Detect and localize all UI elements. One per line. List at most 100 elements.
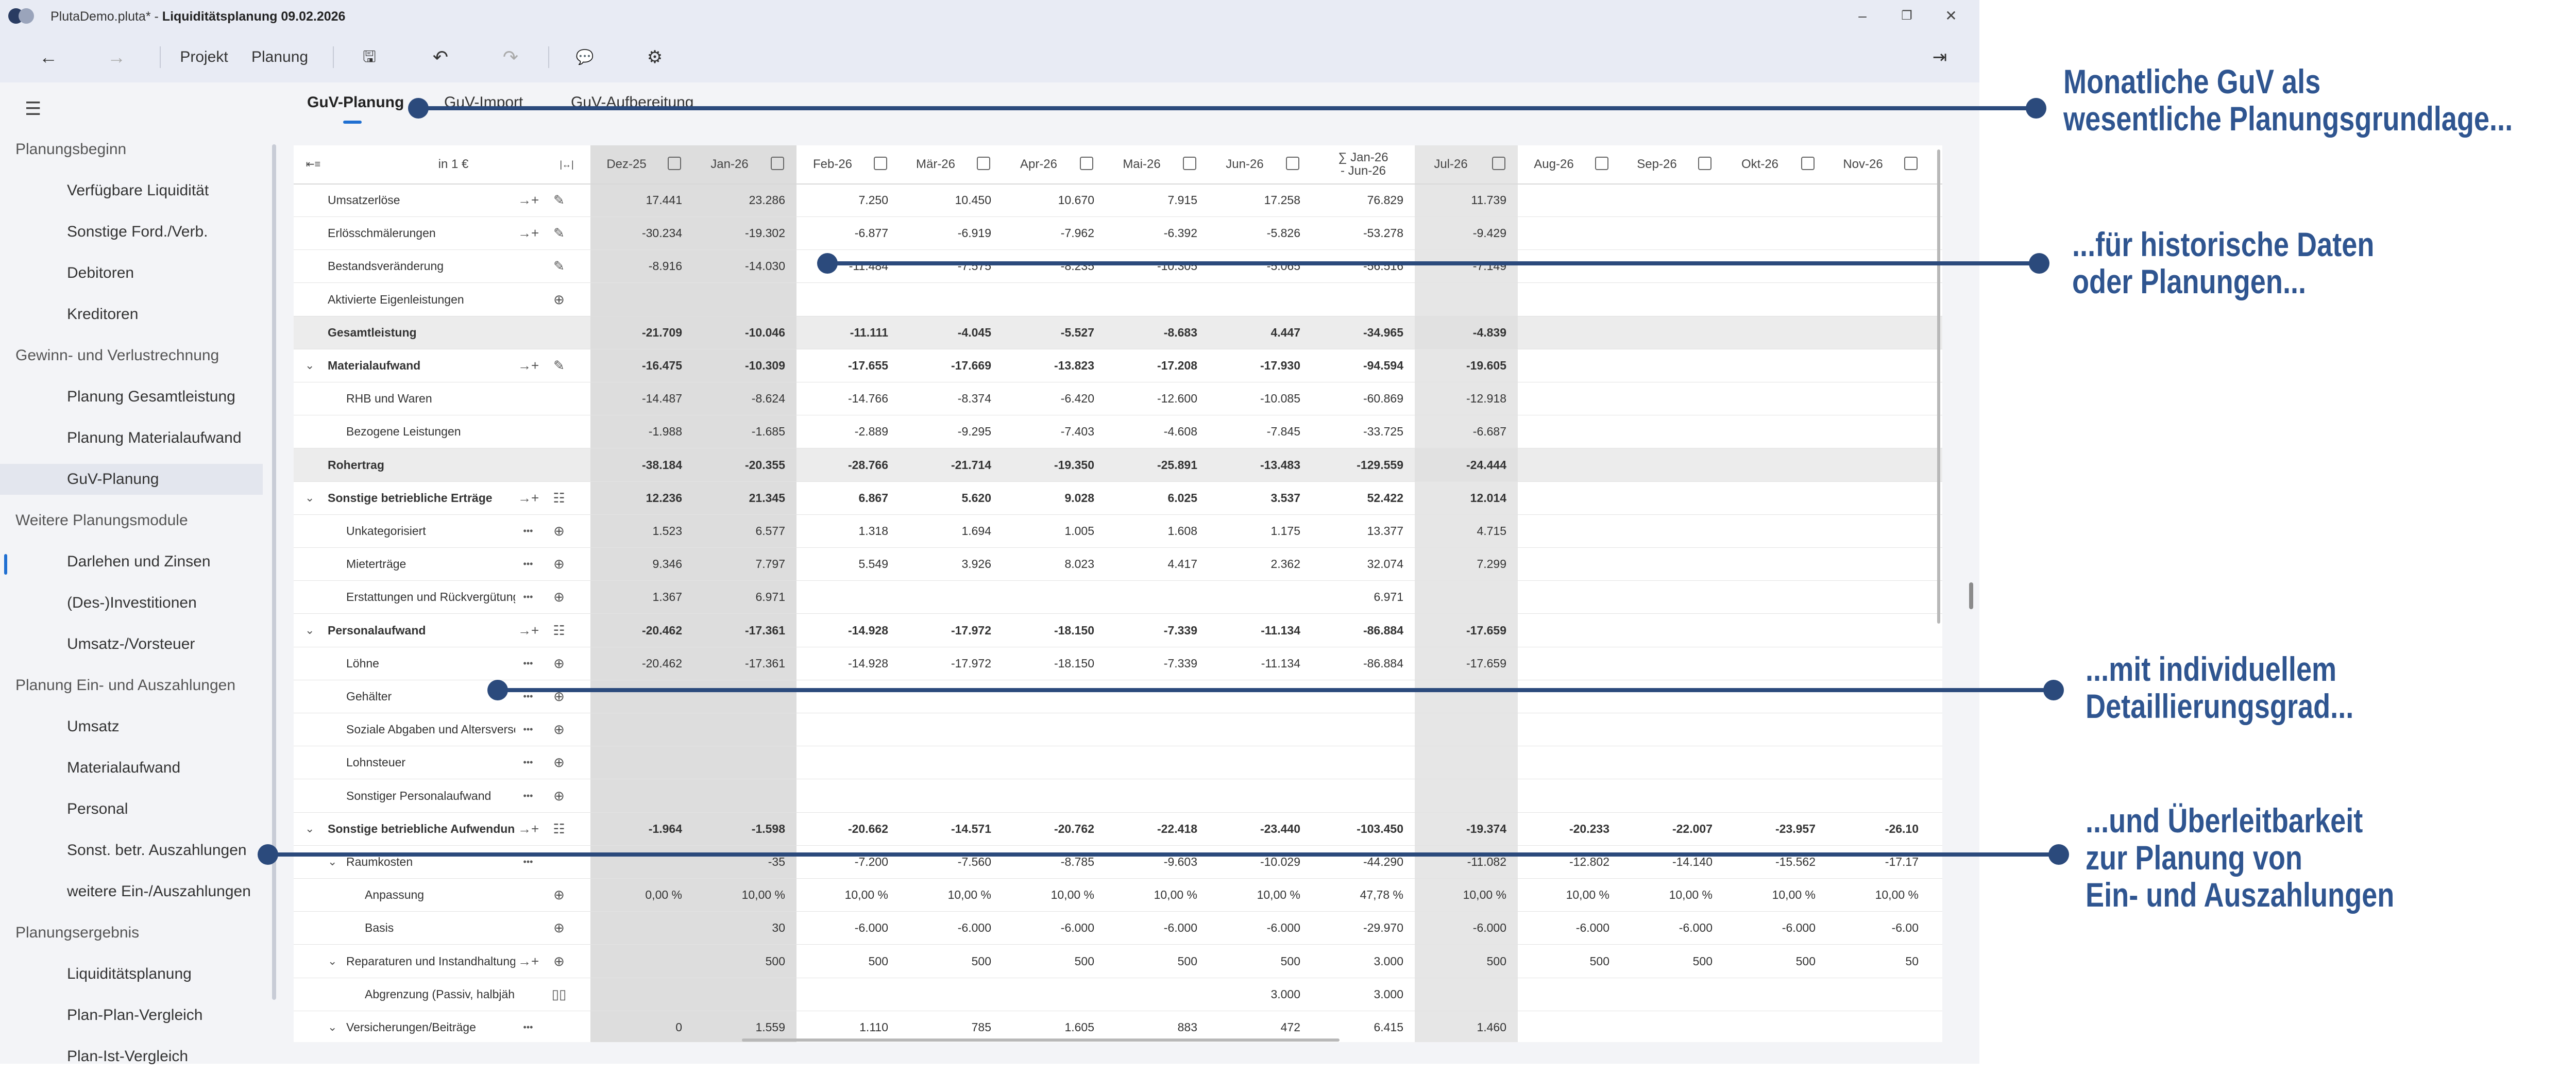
cell-value[interactable]: [1831, 316, 1919, 349]
deferral-icon[interactable]: ▯▯: [551, 986, 567, 1002]
cell-value[interactable]: -13.483: [1260, 458, 1300, 472]
chevron-down-icon[interactable]: ⌄: [305, 359, 315, 372]
cell-value[interactable]: -10.046: [744, 325, 785, 339]
table-row[interactable]: Anpassung ⊕ 0,00 % 10,00 % 10,00 % 10,00 % 10,…: [294, 878, 1942, 912]
cell-value[interactable]: [1728, 283, 1816, 316]
menu-projekt[interactable]: Projekt: [180, 48, 228, 65]
cell-value[interactable]: [595, 978, 682, 1011]
cell-value[interactable]: 7.299: [1477, 557, 1506, 571]
cell-value[interactable]: [1522, 183, 1609, 216]
cell-value[interactable]: 10,00 %: [741, 888, 785, 902]
add-icon[interactable]: ⊕: [553, 887, 565, 903]
cell-value[interactable]: [1831, 283, 1919, 316]
cell-value[interactable]: -8.624: [751, 392, 785, 406]
sidebar-item-verfügbare-liquidität[interactable]: Verfügbare Liquidität: [67, 182, 209, 199]
cell-value[interactable]: [1728, 514, 1816, 547]
cell-value[interactable]: 10,00 %: [1463, 888, 1506, 902]
column-options-icon[interactable]: [771, 157, 784, 170]
cell-value[interactable]: 7.250: [858, 193, 888, 207]
table-row[interactable]: Bestandsveränderung ✎ -8.916 -14.030 -11.484…: [294, 249, 1942, 283]
sidebar-item-guv-planung[interactable]: GuV-Planung: [0, 464, 263, 495]
sidebar-item-darlehen-und-zinsen[interactable]: Darlehen und Zinsen: [67, 553, 211, 570]
more-icon[interactable]: •••: [523, 757, 533, 768]
transfer-icon[interactable]: →+: [518, 953, 539, 969]
cell-value[interactable]: 47,78 %: [1360, 888, 1403, 902]
chevron-down-icon[interactable]: ⌄: [305, 491, 315, 504]
cell-value[interactable]: -5.826: [1266, 226, 1300, 240]
cell-value[interactable]: -11.134: [1261, 656, 1300, 670]
cell-value[interactable]: -20.762: [1054, 822, 1094, 835]
cell-value[interactable]: [1522, 779, 1609, 812]
column-options-icon[interactable]: [874, 157, 887, 170]
grid-vertical-scrollbar[interactable]: [1937, 149, 1940, 624]
cell-value[interactable]: [1625, 183, 1713, 216]
cell-value[interactable]: 30: [772, 921, 785, 935]
cell-value[interactable]: [1625, 316, 1713, 349]
close-button[interactable]: ✕: [1945, 8, 1957, 24]
cell-value[interactable]: 10,00 %: [1050, 888, 1094, 902]
table-row[interactable]: Sonstiger Personalaufwand ••• ⊕: [294, 779, 1942, 813]
column-options-icon[interactable]: [1801, 157, 1815, 170]
cell-value[interactable]: -12.802: [1569, 855, 1609, 868]
cell-value[interactable]: [1522, 448, 1609, 481]
hamburger-menu-icon[interactable]: ☰: [25, 98, 42, 119]
table-row[interactable]: ⌄ Raumkosten ••• -35 -7.200 -7.560 -8.785 -9.60…: [294, 845, 1942, 879]
cell-value[interactable]: 7.915: [1167, 193, 1197, 207]
cell-value[interactable]: 472: [1280, 1020, 1300, 1034]
cell-value[interactable]: 23.286: [749, 193, 785, 207]
transfer-icon[interactable]: →+: [518, 192, 539, 208]
sidebar-item-plan-plan-vergleich[interactable]: Plan-Plan-Vergleich: [67, 1007, 203, 1024]
cell-value[interactable]: [1831, 448, 1919, 481]
list-settings-icon[interactable]: ☷: [553, 490, 565, 506]
cell-value[interactable]: [1007, 779, 1094, 812]
transfer-icon[interactable]: →+: [518, 622, 539, 638]
splitter-grip[interactable]: [1969, 582, 1973, 609]
forward-icon[interactable]: →: [107, 46, 126, 68]
cell-value[interactable]: [1831, 481, 1919, 514]
cell-value[interactable]: [1728, 547, 1816, 580]
cell-value[interactable]: [1831, 547, 1919, 580]
cell-value[interactable]: -56.516: [1363, 259, 1403, 273]
cell-value[interactable]: 11.739: [1471, 193, 1506, 207]
cell-value[interactable]: [1419, 580, 1506, 613]
cell-value[interactable]: [1007, 746, 1094, 779]
cell-value[interactable]: -6.420: [1060, 392, 1094, 406]
list-settings-icon[interactable]: ☷: [553, 820, 565, 836]
cell-value[interactable]: [1728, 746, 1816, 779]
cell-value[interactable]: -19.605: [1466, 359, 1506, 372]
cell-value[interactable]: [1625, 481, 1713, 514]
cell-value[interactable]: 500: [1486, 954, 1506, 968]
cell-value[interactable]: [1522, 514, 1609, 547]
sidebar-item-kreditoren[interactable]: Kreditoren: [67, 306, 139, 323]
cell-value[interactable]: -11.484: [849, 259, 888, 273]
cell-value[interactable]: [1625, 448, 1713, 481]
cell-value[interactable]: -6.919: [957, 226, 991, 240]
cell-value[interactable]: -86.884: [1363, 623, 1403, 637]
cell-value[interactable]: [1007, 283, 1094, 316]
cell-value[interactable]: 6.577: [755, 524, 785, 538]
cell-value[interactable]: [1110, 978, 1197, 1011]
transfer-icon[interactable]: →+: [518, 490, 539, 506]
table-row[interactable]: ⌄ Sonstige betriebliche Aufwendungen →+ ☷ -1…: [294, 812, 1942, 846]
sidebar-item-planungsbeginn[interactable]: Planungsbeginn: [15, 141, 127, 158]
cell-value[interactable]: 76.829: [1367, 193, 1403, 207]
cell-value[interactable]: [595, 746, 682, 779]
cell-value[interactable]: [1625, 415, 1713, 448]
cell-value[interactable]: 500: [1795, 954, 1816, 968]
cell-value[interactable]: -34.965: [1363, 325, 1403, 339]
cell-value[interactable]: -12.600: [1157, 392, 1197, 406]
add-icon[interactable]: ⊕: [553, 655, 565, 671]
cell-value[interactable]: [595, 845, 682, 878]
cell-value[interactable]: -7.575: [957, 259, 991, 273]
cell-value[interactable]: [595, 911, 682, 944]
cell-value[interactable]: -17.208: [1157, 359, 1197, 372]
cell-value[interactable]: -30.234: [641, 226, 682, 240]
cell-value[interactable]: -17.972: [951, 623, 991, 637]
cell-value[interactable]: -6.00: [1891, 921, 1919, 935]
cell-value[interactable]: -16.475: [641, 359, 682, 372]
add-icon[interactable]: ⊕: [553, 722, 565, 738]
cell-value[interactable]: [1831, 746, 1919, 779]
edit-plan-icon[interactable]: ✎: [553, 358, 565, 373]
cell-value[interactable]: -10.029: [1260, 855, 1300, 868]
cell-value[interactable]: 8.023: [1064, 557, 1094, 571]
